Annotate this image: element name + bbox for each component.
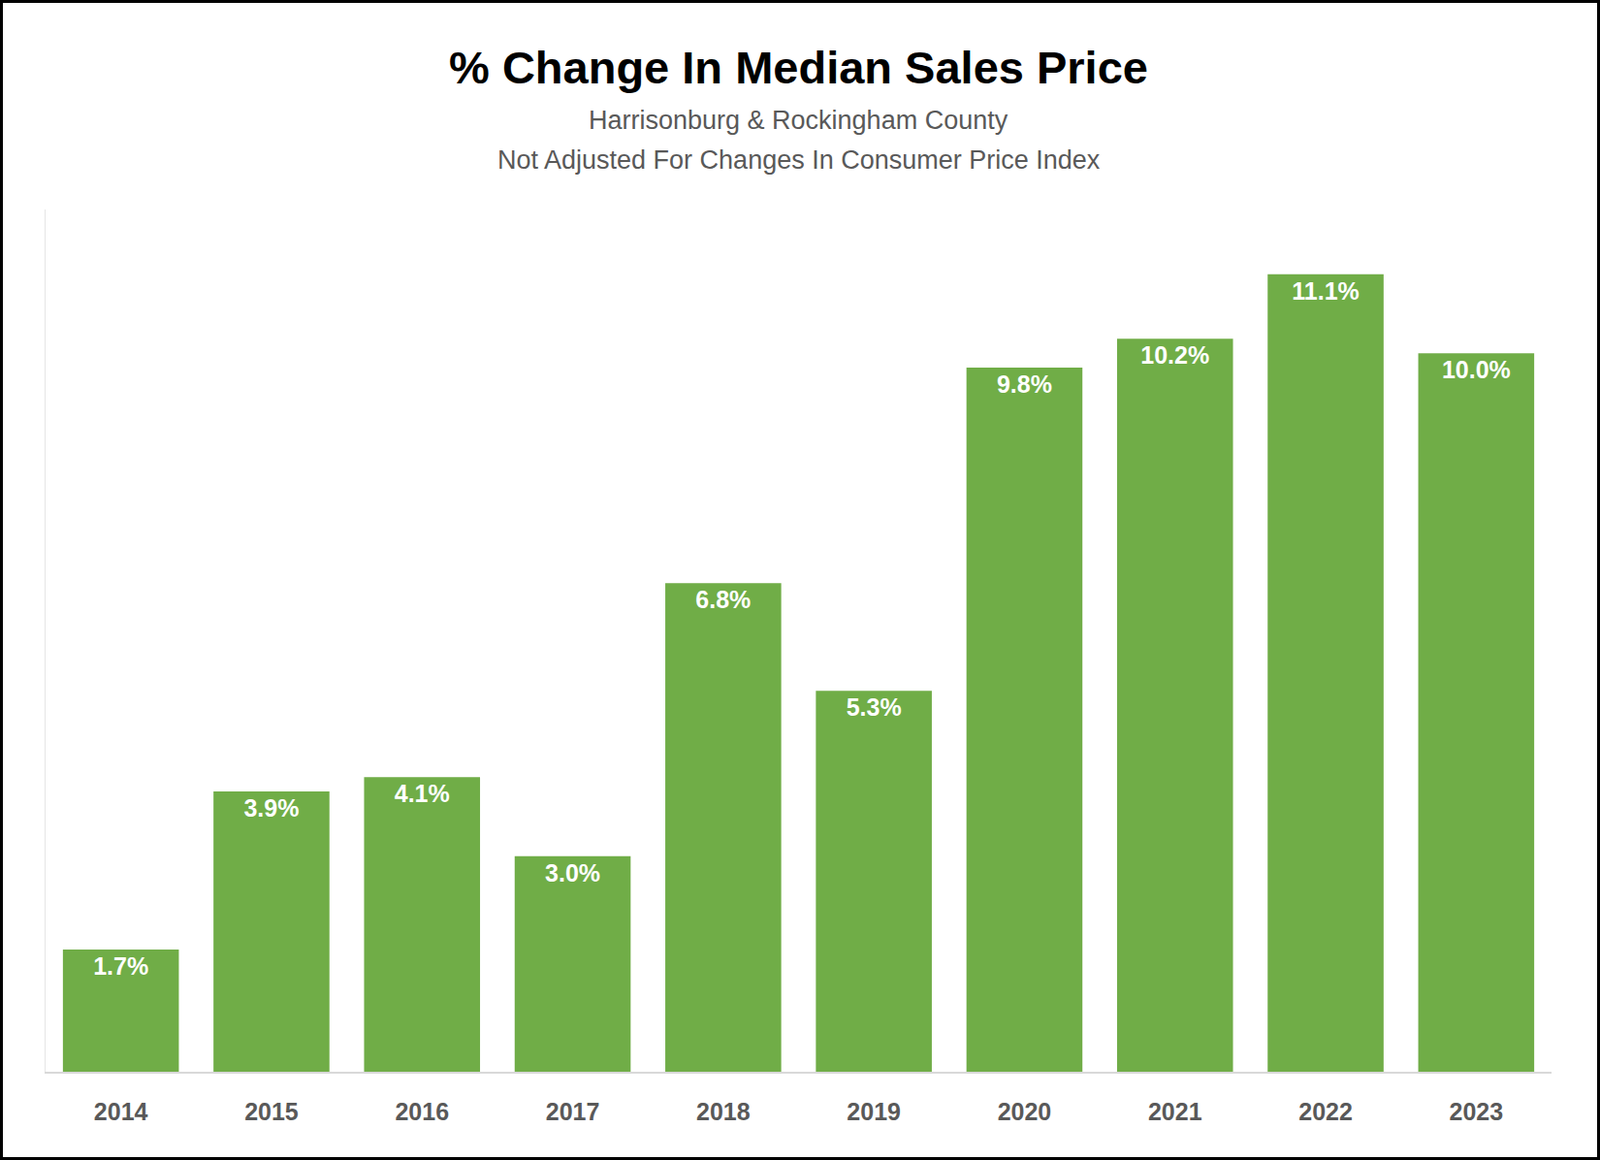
svg-text:2016: 2016 [394, 1097, 449, 1125]
svg-text:2018: 2018 [696, 1097, 751, 1125]
svg-text:10.2%: 10.2% [1140, 341, 1210, 369]
svg-text:2017: 2017 [545, 1097, 601, 1125]
svg-text:10.0%: 10.0% [1441, 355, 1511, 384]
svg-text:2015: 2015 [244, 1097, 299, 1125]
svg-text:1.7%: 1.7% [93, 952, 149, 980]
svg-text:Not Adjusted For Changes In Co: Not Adjusted For Changes In Consumer Pri… [497, 145, 1101, 175]
svg-text:2023: 2023 [1449, 1097, 1504, 1125]
svg-text:3.0%: 3.0% [544, 859, 601, 887]
svg-text:2019: 2019 [846, 1097, 901, 1125]
svg-text:5.3%: 5.3% [846, 693, 902, 721]
svg-text:6.8%: 6.8% [695, 585, 751, 613]
svg-text:9.8%: 9.8% [996, 370, 1053, 398]
svg-text:Harrisonburg & Rockingham Coun: Harrisonburg & Rockingham County [588, 105, 1009, 135]
svg-text:4.1%: 4.1% [394, 779, 450, 807]
svg-text:2022: 2022 [1298, 1097, 1353, 1125]
svg-text:2014: 2014 [94, 1097, 149, 1125]
svg-text:2021: 2021 [1148, 1097, 1203, 1125]
svg-text:11.1%: 11.1% [1291, 277, 1360, 305]
svg-text:2020: 2020 [997, 1097, 1053, 1125]
svg-text:3.9%: 3.9% [243, 794, 299, 822]
svg-text:% Change In Median Sales Price: % Change In Median Sales Price [448, 41, 1149, 94]
